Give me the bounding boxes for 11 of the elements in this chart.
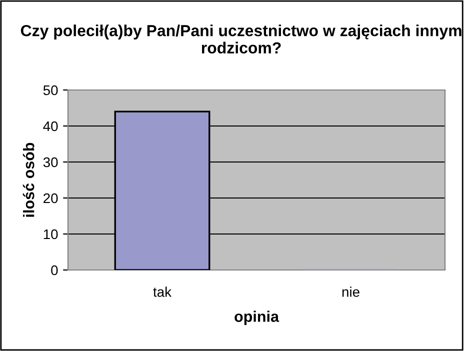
x-axis-title: opinia [234, 310, 280, 325]
x-tick-label: nie [342, 286, 360, 297]
y-tick-label: 50 [43, 85, 58, 96]
y-tick-label: 10 [44, 229, 58, 240]
y-tick-label: 0 [51, 265, 58, 276]
chart-title: Czy polecił(a)by Pan/Pani uczestnictwo w zajęciach innym rodzicom? [20, 24, 462, 54]
x-tick-label: tak [153, 286, 172, 297]
y-axis-title: ilość osób [22, 142, 34, 217]
y-tick-label: 20 [44, 193, 58, 204]
y-tick-label: 30 [43, 157, 58, 168]
y-tick-label: 40 [43, 121, 58, 132]
